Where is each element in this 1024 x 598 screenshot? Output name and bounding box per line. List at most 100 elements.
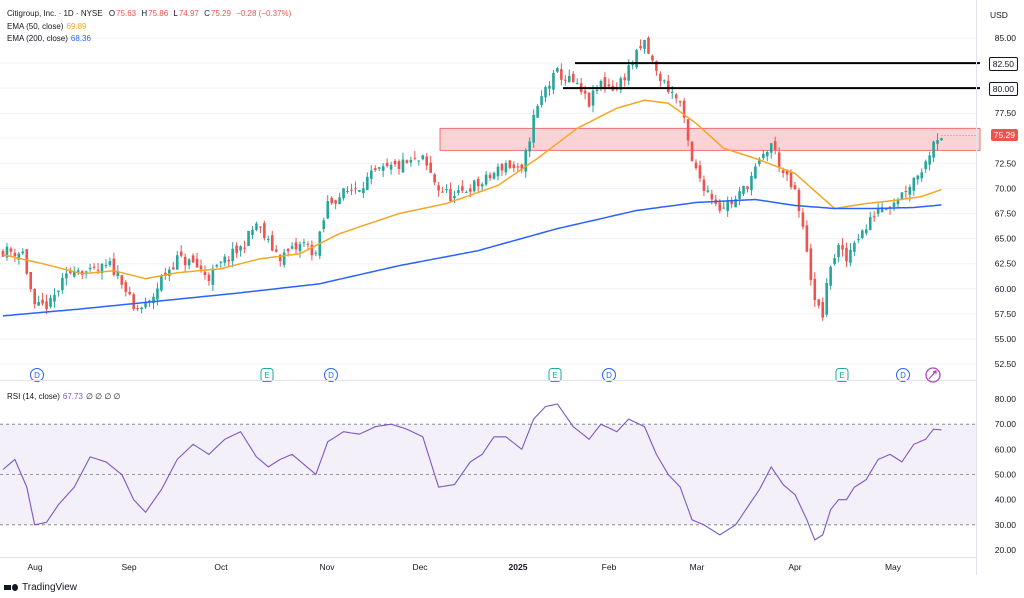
- price-tick-label: 72.50: [995, 158, 1017, 168]
- candle-body: [777, 152, 781, 168]
- rsi-tick-label: 60.00: [995, 444, 1017, 454]
- candle-body: [215, 265, 219, 267]
- candle-body: [742, 185, 745, 194]
- price-tick-label: 85.00: [995, 33, 1017, 43]
- candle-body: [41, 299, 44, 304]
- candle-body: [694, 162, 698, 169]
- candle-body: [441, 191, 444, 193]
- candle-body: [17, 253, 21, 260]
- candle-body: [627, 65, 630, 81]
- rsi-tick-label: 80.00: [995, 394, 1017, 404]
- candle-body: [932, 141, 935, 158]
- candle-body: [61, 277, 64, 291]
- candle-body: [892, 202, 896, 207]
- supply-zone: [439, 127, 981, 151]
- candle-body: [726, 201, 729, 212]
- candle-body: [132, 294, 135, 309]
- dividend-marker: [896, 368, 910, 382]
- candle-body: [698, 165, 702, 179]
- dividend-marker: [324, 368, 338, 382]
- rsi-axis[interactable]: 80.00 70.00 60.00 50.00 40.00 30.00 20.00: [995, 394, 1017, 555]
- candle-body: [631, 63, 634, 65]
- candle-body: [710, 193, 714, 200]
- candle-body: [928, 155, 931, 165]
- time-tick-label: Apr: [788, 562, 801, 572]
- candle-body: [762, 154, 765, 159]
- candle-body: [33, 289, 36, 305]
- candle-body: [108, 261, 112, 266]
- candle-body: [314, 252, 318, 254]
- candle-body: [274, 249, 278, 252]
- candle-body: [72, 272, 76, 277]
- candle-body: [619, 78, 623, 90]
- candle-body: [508, 160, 512, 168]
- time-axis[interactable]: Aug Sep Oct Nov Dec 2025 Feb Mar Apr May: [27, 562, 901, 572]
- candle-body: [255, 223, 258, 230]
- candle-body: [171, 267, 175, 270]
- candle-body: [730, 200, 733, 205]
- price-axis[interactable]: 85.00 77.50 72.50 70.00 67.50 65.00 62.50 60.00…: [995, 33, 1017, 369]
- candle-body: [853, 242, 856, 252]
- candle-body: [179, 251, 183, 256]
- candle-body: [750, 175, 753, 191]
- currency-label[interactable]: USD: [990, 10, 1008, 20]
- candle-body: [868, 217, 872, 230]
- candle-body: [484, 174, 488, 185]
- candle-body: [239, 246, 242, 251]
- price-tick-label: 70.00: [995, 183, 1017, 193]
- time-tick-label: Aug: [27, 562, 42, 572]
- candle-body: [385, 162, 389, 167]
- candle-body: [666, 80, 670, 92]
- candle-body: [825, 282, 828, 315]
- candle-body: [465, 192, 468, 194]
- candle-body: [453, 195, 456, 199]
- candle-body: [409, 159, 413, 163]
- candle-body: [639, 46, 642, 49]
- candle-body: [247, 230, 250, 246]
- candle-body: [916, 175, 920, 180]
- candle-body: [587, 92, 591, 107]
- candle-body: [393, 160, 397, 165]
- ema50-legend[interactable]: EMA (50, close) 69.89: [7, 21, 87, 32]
- candle-body: [425, 156, 429, 166]
- price-tick-label: 60.00: [995, 284, 1017, 294]
- candle-body: [512, 164, 516, 169]
- replay-icon[interactable]: [925, 367, 941, 383]
- candle-body: [765, 151, 769, 157]
- price-tick-label: 67.50: [995, 209, 1017, 219]
- candle-body: [354, 188, 357, 190]
- candle-body: [445, 189, 448, 191]
- candle-body: [809, 248, 813, 281]
- candle-body: [908, 187, 912, 195]
- candle-body: [746, 186, 749, 190]
- candle-body: [722, 207, 726, 209]
- ema200-legend[interactable]: EMA (200, close) 68.36: [7, 33, 91, 44]
- candle-body: [227, 259, 231, 262]
- time-tick-label: Mar: [690, 562, 705, 572]
- symbol-legend[interactable]: Citigroup, Inc. · 1D · NYSE O75.63 H75.8…: [7, 9, 292, 18]
- candle-body: [492, 172, 496, 179]
- candle-body: [575, 83, 579, 85]
- candle-body: [884, 209, 888, 211]
- candle-body: [195, 258, 199, 268]
- ohlc-h-label: H: [141, 9, 148, 18]
- candle-body: [433, 174, 436, 183]
- candle-body: [516, 166, 520, 168]
- candle-body: [690, 141, 694, 162]
- rsi-extra-values: ∅ ∅ ∅ ∅: [85, 392, 121, 401]
- earnings-marker: [548, 368, 562, 382]
- candlestick-series: [1, 36, 943, 321]
- candle-body: [100, 263, 104, 273]
- rsi-legend[interactable]: RSI (14, close) 67.73 ∅ ∅ ∅ ∅: [7, 391, 120, 402]
- price-label-82-50: 82.50: [988, 57, 1018, 71]
- candle-body: [817, 299, 821, 306]
- candle-body: [76, 270, 80, 272]
- candle-body: [338, 197, 341, 205]
- ohlc-open: 75.63: [116, 9, 137, 18]
- symbol-interval: 1D: [63, 9, 74, 18]
- dividend-marker-label: D: [328, 371, 334, 380]
- tradingview-logo[interactable]: TradingView: [4, 582, 77, 593]
- candle-body: [270, 235, 274, 251]
